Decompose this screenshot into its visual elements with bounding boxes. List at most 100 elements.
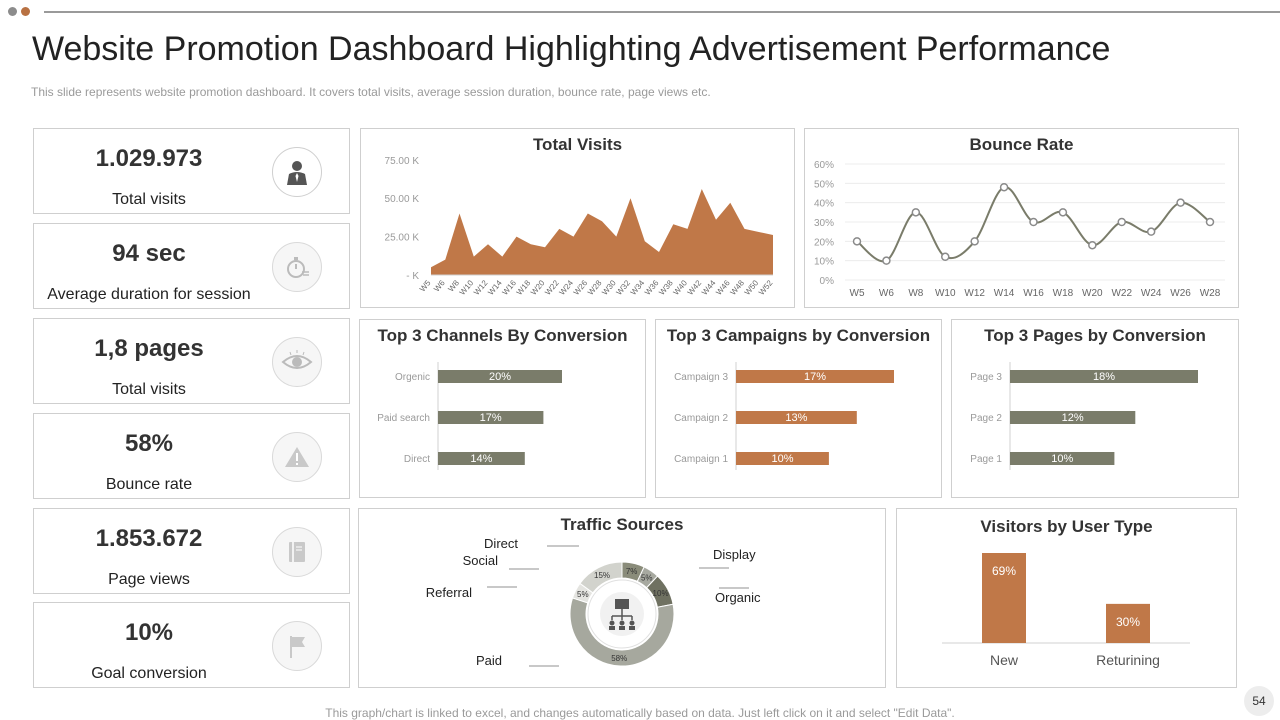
pie-slice <box>579 561 623 594</box>
x-tick-label: W10 <box>935 288 956 299</box>
y-tick-label: 25.00 K <box>385 233 420 244</box>
x-tick-label: W46 <box>714 278 732 297</box>
visitors-panel: Visitors by User Type 69% New 30% Returinin… <box>896 508 1237 688</box>
kpi-label: Average duration for session <box>47 286 251 303</box>
traffic-sources-chart: 7% Direct 5% Display 10% Organic 58% Paid 5% Refe… <box>426 536 761 668</box>
campaigns-chart: Campaign 3 17% Campaign 2 13% Campaign 1 10% <box>674 362 894 470</box>
slice-name-label: Social <box>463 553 499 568</box>
x-tick-label: W10 <box>458 278 476 297</box>
x-tick-label: W18 <box>1053 288 1074 299</box>
network-icon-node-body <box>619 626 625 630</box>
x-tick-label: W44 <box>700 278 718 297</box>
kpi-card: 58% Bounce rate <box>33 413 350 499</box>
x-tick-label: W18 <box>515 278 533 297</box>
bar-value-label: 69% <box>992 564 1016 578</box>
kpi-card: 1.853.672 Page views <box>33 508 350 594</box>
decor-dot-grey <box>8 7 17 16</box>
slice-value-label: 5% <box>577 590 589 599</box>
pages-title: Top 3 Pages by Conversion <box>984 326 1206 345</box>
network-icon-node <box>629 620 635 626</box>
category-label: Page 1 <box>970 454 1002 465</box>
bar <box>1010 370 1198 383</box>
kpi-value: 1.853.672 <box>95 525 203 552</box>
footer-note: This graph/chart is linked to excel, and… <box>325 706 955 720</box>
kpi-value: 1,8 pages <box>94 335 204 362</box>
x-tick-label: W26 <box>572 278 590 297</box>
channels-panel: Top 3 Channels By Conversion Orgenic 20% P… <box>359 319 646 498</box>
x-tick-label: W28 <box>586 278 604 297</box>
page-number: 54 <box>1244 686 1274 716</box>
network-icon-node-body <box>609 626 615 630</box>
kpi-card: 10% Goal conversion <box>33 602 350 688</box>
slice-value-label: 58% <box>611 654 627 663</box>
y-tick-label: 50.00 K <box>385 194 420 205</box>
bounce-rate-point <box>1176 198 1185 207</box>
x-tick-label: W20 <box>1082 288 1103 299</box>
x-tick-label: W16 <box>1023 288 1044 299</box>
stopwatch-icon <box>272 242 322 292</box>
category-label: Campaign 3 <box>674 372 728 383</box>
bar <box>1010 411 1136 424</box>
x-tick-label: W24 <box>558 278 576 297</box>
category-label: Orgenic <box>395 372 430 383</box>
eye-icon <box>272 337 322 387</box>
bounce-rate-point <box>911 208 921 217</box>
bar <box>736 370 894 383</box>
page-title: Website Promotion Dashboard Highlighting… <box>32 30 1111 68</box>
bar-value-label: 30% <box>1116 615 1140 629</box>
kpi-label: Total visits <box>112 381 186 398</box>
x-tick-label: W30 <box>600 278 618 297</box>
x-tick-label: W34 <box>629 278 647 297</box>
x-tick-label: W14 <box>486 278 504 297</box>
campaigns-title: Top 3 Campaigns by Conversion <box>666 326 931 345</box>
x-tick-label: W24 <box>1141 288 1162 299</box>
total-visits-area <box>431 189 773 275</box>
pie-slice <box>569 597 675 667</box>
traffic-sources-panel: Traffic Sources 7% Direct 5% Display 10% Orga… <box>358 508 886 688</box>
bounce-rate-point <box>1146 227 1156 236</box>
x-tick-label: W14 <box>994 288 1015 299</box>
bounce-rate-point <box>1029 217 1038 227</box>
kpi-value: 1.029.973 <box>95 145 203 172</box>
category-label: Page 3 <box>970 372 1002 383</box>
traffic-sources-title: Traffic Sources <box>560 515 684 534</box>
bounce-rate-point <box>852 237 862 246</box>
x-tick-label: W42 <box>686 278 704 297</box>
bar-value-label: 17% <box>804 371 826 383</box>
slice-name-label: Referral <box>426 585 472 600</box>
network-icon-node <box>619 620 625 626</box>
bar-value-label: 17% <box>480 412 502 424</box>
kpi-value: 58% <box>124 430 174 457</box>
network-icon-node <box>609 620 615 626</box>
slice-value-label: 15% <box>594 571 610 580</box>
slice-name-label: Display <box>713 547 756 562</box>
category-label: Campaign 2 <box>674 413 728 424</box>
x-tick-label: W20 <box>529 278 547 297</box>
bounce-rate-point <box>1058 208 1068 217</box>
category-label: Page 2 <box>970 413 1002 424</box>
bounce-rate-point <box>970 237 979 246</box>
category-label: Direct <box>404 454 430 465</box>
bounce-rate-point <box>1088 240 1097 250</box>
bar-value-label: 10% <box>1051 453 1073 465</box>
x-tick-label: W50 <box>743 278 761 297</box>
x-tick-label: W36 <box>643 278 661 297</box>
bar-value-label: 18% <box>1093 371 1115 383</box>
bar <box>736 452 829 465</box>
x-tick-label: W26 <box>1170 288 1191 299</box>
bar <box>438 452 525 465</box>
network-icon-node-body <box>629 626 635 630</box>
x-tick-label: W28 <box>1200 288 1221 299</box>
kpi-value: 94 sec <box>112 240 186 267</box>
pages-panel: Top 3 Pages by Conversion Page 3 18% Page … <box>951 319 1239 498</box>
bar-value-label: 14% <box>470 453 492 465</box>
y-tick-label: 40% <box>814 199 834 210</box>
x-tick-label: W22 <box>543 278 561 297</box>
y-tick-label: 0% <box>820 276 835 287</box>
y-tick-label: 50% <box>814 179 834 190</box>
businessman-icon <box>272 147 322 197</box>
x-tick-label: W12 <box>964 288 985 299</box>
x-tick-label: W52 <box>757 278 775 297</box>
y-tick-label: 60% <box>814 160 834 171</box>
y-tick-label: 30% <box>814 218 834 229</box>
